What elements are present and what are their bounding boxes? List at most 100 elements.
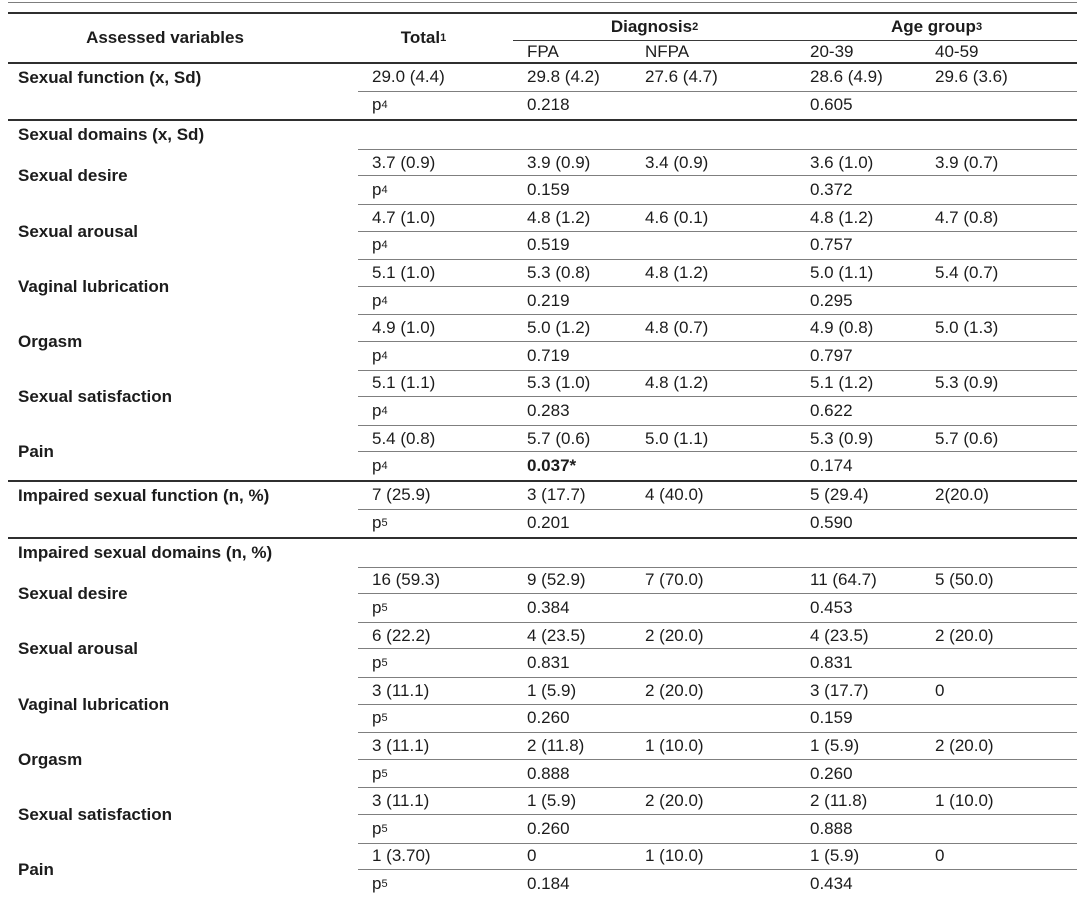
variable-label: Orgasm [18, 331, 83, 351]
p-value-diagnosis: 0.218 [527, 95, 570, 115]
variable-label: Sexual satisfaction [18, 387, 173, 407]
total-label: Total [400, 28, 441, 47]
value-cell: 3.4 (0.9) [631, 148, 796, 177]
value-cell: 1 (5.9) [513, 787, 631, 816]
column-header-age-group: Age group 3 [796, 14, 1077, 41]
p-value-age: 0.159 [810, 708, 853, 728]
value-cell: 7 (25.9) [358, 482, 513, 510]
value-cell: 4 (23.5) [796, 621, 921, 650]
value-cell: 2 (11.8) [513, 732, 631, 760]
p-value-age: 0.888 [810, 818, 853, 838]
p-letter: p [372, 180, 382, 200]
value-cell: 27.6 (4.7) [631, 64, 796, 92]
p-value-diagnosis: 0.184 [527, 874, 570, 894]
p-value-age: 0.434 [810, 874, 853, 894]
p-value-age: 0.605 [810, 95, 853, 115]
p-letter: p [372, 290, 382, 310]
p-letter: p [372, 874, 382, 894]
p-value-diagnosis: 0.384 [527, 598, 570, 618]
value-cell: 1 (10.0) [631, 732, 796, 760]
value-cell: 29.8 (4.2) [513, 64, 631, 92]
value-cell: 4.8 (0.7) [631, 314, 796, 342]
column-header-assessed-variables: Assessed variables [86, 28, 244, 47]
p-letter: p [372, 456, 382, 476]
p-value-age: 0.622 [810, 400, 853, 420]
value-cell: 4.7 (0.8) [921, 203, 1077, 232]
value-cell: 5.3 (1.0) [513, 369, 631, 398]
value-cell: 2 (20.0) [631, 621, 796, 650]
p-letter: p [372, 763, 382, 783]
p-value-age: 0.453 [810, 598, 853, 618]
p-letter: p [372, 400, 382, 420]
value-cell: 3 (11.1) [358, 732, 513, 760]
age-group-label: Age group [890, 17, 976, 36]
value-cell: 2 (20.0) [921, 732, 1077, 760]
p-letter: p [372, 653, 382, 673]
variable-label: Pain [18, 860, 54, 880]
p-value-age: 0.295 [810, 290, 853, 310]
p-value-age: 0.590 [810, 513, 853, 533]
p-value-diagnosis: 0.219 [527, 290, 570, 310]
column-header-age-40-59: 40-59 [935, 41, 979, 61]
table-header: Assessed variables Total 1 Diagnosis 2 Age… [8, 12, 1077, 64]
column-header-total: Total 1 [400, 28, 447, 47]
variable-label: Sexual satisfaction [18, 805, 173, 825]
p-value-diagnosis: 0.519 [527, 235, 570, 255]
value-cell: 2(20.0) [921, 482, 1077, 510]
value-cell: 29.0 (4.4) [358, 64, 513, 92]
section-rule [8, 119, 1077, 122]
value-cell: 16 (59.3) [358, 566, 513, 595]
p-value-age: 0.260 [810, 763, 853, 783]
p-letter: p [372, 513, 382, 533]
value-cell: 3.9 (0.7) [921, 148, 1077, 177]
variable-label: Vaginal lubrication [18, 276, 170, 296]
value-cell: 3.6 (1.0) [796, 148, 921, 177]
value-cell: 5.4 (0.7) [921, 259, 1077, 287]
variable-label: Sexual function (x, Sd) [18, 68, 202, 87]
variable-label: Pain [18, 442, 54, 462]
value-cell: 2 (11.8) [796, 787, 921, 816]
p-letter: p [372, 708, 382, 728]
value-cell: 2 (20.0) [631, 787, 796, 816]
p-value-age: 0.174 [810, 456, 853, 476]
value-cell: 1 (10.0) [921, 787, 1077, 816]
value-cell: 2 (20.0) [921, 621, 1077, 650]
value-cell: 4.7 (1.0) [358, 203, 513, 232]
value-cell: 3 (11.1) [358, 677, 513, 705]
p-letter: p [372, 95, 382, 115]
value-cell: 5.3 (0.9) [796, 424, 921, 453]
value-cell: 7 (70.0) [631, 566, 796, 595]
p-value-diagnosis: 0.888 [527, 763, 570, 783]
value-cell: 3 (17.7) [796, 677, 921, 705]
p-letter: p [372, 345, 382, 365]
value-cell: 0 [921, 677, 1077, 705]
value-cell: 4 (23.5) [513, 621, 631, 650]
value-cell: 5 (50.0) [921, 566, 1077, 595]
value-cell: 4.8 (1.2) [513, 203, 631, 232]
value-cell: 4 (40.0) [631, 482, 796, 510]
table-top-rule [8, 2, 1077, 3]
value-cell: 5.1 (1.0) [358, 259, 513, 287]
variable-label: Vaginal lubrication [18, 694, 170, 714]
value-cell: 4.8 (1.2) [631, 369, 796, 398]
variable-label: Orgasm [18, 749, 83, 769]
value-cell: 5.0 (1.3) [921, 314, 1077, 342]
p-value-age: 0.372 [810, 180, 853, 200]
value-cell: 4.8 (1.2) [631, 259, 796, 287]
value-cell: 3.7 (0.9) [358, 148, 513, 177]
diagnosis-label: Diagnosis [610, 17, 693, 36]
value-cell: 4.9 (0.8) [796, 314, 921, 342]
value-cell: 1 (3.70) [358, 842, 513, 871]
section-label: Impaired sexual domains (n, %) [18, 542, 273, 562]
column-header-nfpa: NFPA [645, 41, 690, 61]
